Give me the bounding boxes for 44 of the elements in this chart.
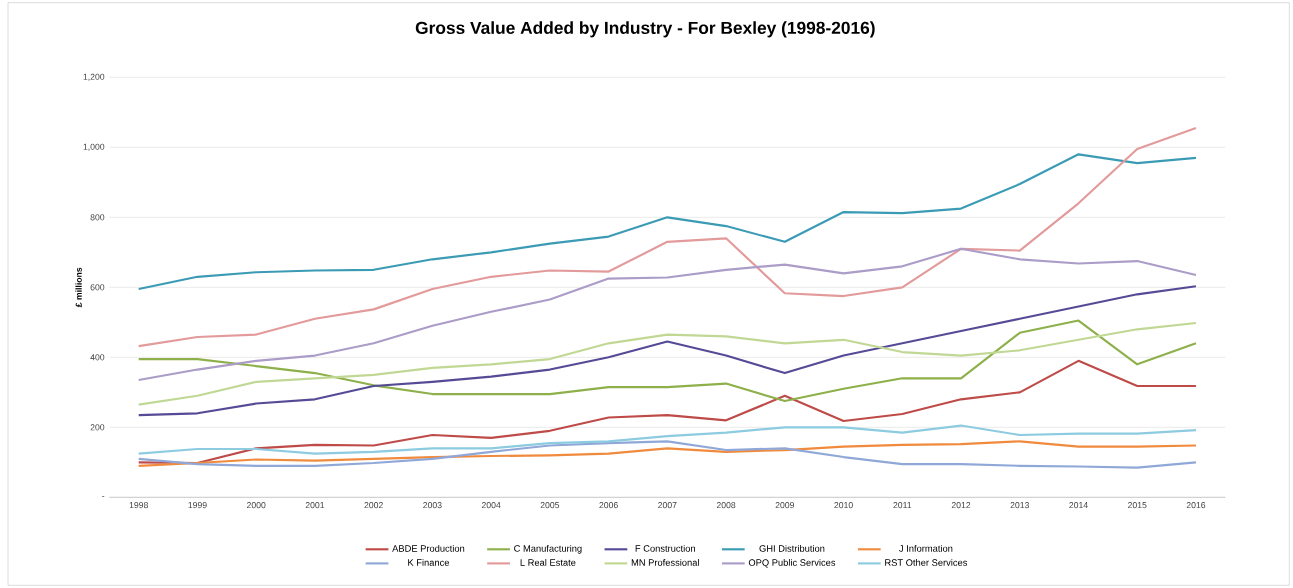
x-tick-label: 2003 (423, 502, 442, 509)
legend-label: K Finance (408, 559, 450, 566)
y-tick-label: 600 (90, 284, 105, 291)
line-series (137, 359, 1198, 465)
x-tick-label: 2008 (716, 502, 736, 509)
x-tick-label: 2007 (658, 502, 677, 509)
legend-label: C Manufacturing (514, 544, 582, 554)
legend-label: L Real Estate (520, 559, 576, 566)
x-tick-label: 2014 (1069, 502, 1088, 509)
y-tick-label: 200 (90, 424, 105, 431)
legend-label: RST Other Services (885, 559, 968, 566)
legend-label: OPQ Public Services (748, 559, 836, 568)
x-tick-label: 2002 (364, 502, 383, 509)
x-tick-label: 2011 (893, 502, 912, 509)
x-tick-label: 2006 (599, 502, 618, 509)
legend-label: ABDE Production (392, 544, 465, 552)
legend-label: F Construction (635, 544, 695, 552)
y-tick-label: 800 (90, 214, 105, 221)
legend-label: GHI Distribution (759, 544, 825, 552)
legend-label: J Information (899, 544, 953, 552)
y-axis-title: £ millions (75, 267, 82, 308)
x-tick-label: 2004 (481, 502, 501, 509)
x-tick-label: 2015 (1128, 502, 1147, 509)
x-tick-label: 2013 (1010, 502, 1030, 509)
x-tick-label: 2009 (775, 502, 795, 509)
line-series (137, 127, 1198, 348)
line-series (137, 424, 1198, 455)
x-tick-label: 1998 (129, 502, 148, 509)
x-tick-label: 2012 (951, 502, 971, 509)
y-tick-label: 1,000 (83, 143, 105, 151)
x-tick-label: 1999 (188, 502, 207, 509)
y-tick-label: - (102, 496, 105, 497)
y-tick-label: 1,200 (83, 73, 105, 81)
legend-label: MN Professional (631, 559, 699, 566)
y-tick-label: 400 (90, 354, 105, 361)
x-tick-label: 2000 (246, 502, 266, 509)
line-series (137, 285, 1198, 417)
x-tick-label: 2016 (1186, 502, 1206, 509)
x-tick-label: 2010 (834, 502, 853, 509)
chart-title: Gross Value Added by Industry - For Bexley (1998-2016) (415, 21, 875, 38)
line-series (137, 247, 1198, 382)
x-tick-label: 2005 (540, 502, 560, 509)
line-series (137, 153, 1198, 291)
x-tick-label: 2001 (305, 502, 325, 509)
